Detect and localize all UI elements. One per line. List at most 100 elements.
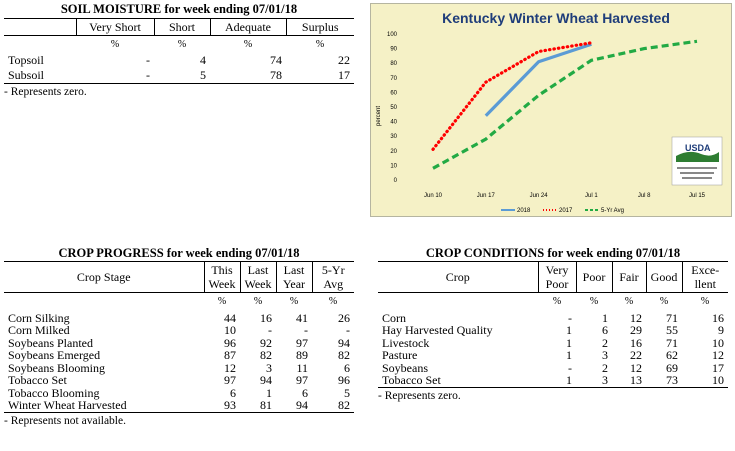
- cell: 6: [344, 360, 350, 375]
- progress-row: Soybeans Planted 96 92 97 94: [4, 335, 354, 350]
- cell: 69: [666, 360, 678, 375]
- cell: 89: [296, 348, 308, 362]
- cell: 4: [200, 53, 206, 67]
- y-tick-label: 50: [390, 105, 397, 111]
- series-line-2017: [431, 41, 593, 151]
- crop-conditions-table: Crop Very Poor Poor Fair Good Exce-llent …: [378, 261, 728, 388]
- usda-logo-text: USDA: [685, 143, 711, 153]
- cell: 6: [302, 385, 308, 400]
- unit-cell: %: [253, 296, 263, 307]
- cell: 2: [602, 360, 608, 375]
- y-tick-label: 10: [390, 163, 397, 169]
- cell: 12: [630, 310, 642, 325]
- cell: 41: [296, 310, 308, 325]
- progress-row: Corn Milked 10 - - -: [4, 324, 354, 337]
- x-axis-ticks: Jun 10 Jun 17 Jun 24 Jul 1 Jul 8 Jul 15: [424, 193, 706, 199]
- conditions-col-excellent: Exce-llent: [681, 261, 728, 293]
- cell: 97: [296, 373, 308, 387]
- conditions-row: Pasture 1 3 22 62 12: [378, 349, 728, 362]
- chart-ylabel: percent: [376, 106, 382, 126]
- cell: 12: [712, 348, 724, 362]
- cell: 5: [344, 385, 350, 400]
- conditions-header-row: Crop Very Poor Poor Fair Good Exce-llent: [378, 261, 728, 293]
- cell: 6: [230, 385, 236, 400]
- cell: 5: [154, 68, 210, 84]
- cell: 16: [630, 335, 642, 350]
- unit-cell: %: [589, 296, 599, 307]
- soil-row-subsoil: Subsoil - 5 78 17: [4, 68, 354, 84]
- crop-progress-section: CROP PROGRESS for week ending 07/01/18 C…: [4, 246, 354, 427]
- series-line-5-yr-avg: [432, 39, 698, 170]
- cell: 92: [260, 335, 272, 350]
- cell: 1: [566, 323, 572, 337]
- cell: 87: [224, 348, 236, 362]
- cell: 22: [338, 53, 350, 67]
- cell: 12: [630, 360, 642, 375]
- row-label: Tobacco Set: [8, 373, 67, 387]
- cell: 22: [630, 348, 642, 362]
- row-label: Soybeans Planted: [8, 335, 93, 350]
- cell: 81: [240, 399, 276, 413]
- soil-moisture-table: Very Short Short Adequate Surplus % % % …: [4, 18, 354, 84]
- cell: 1: [602, 310, 608, 325]
- cell: -: [146, 53, 150, 67]
- y-tick-label: 20: [390, 149, 397, 155]
- unit-cell: %: [289, 296, 299, 307]
- chart-canvas: Kentucky Winter Wheat Harvested percent …: [376, 10, 723, 214]
- row-label: Soybeans: [382, 360, 428, 375]
- progress-row: Soybeans Blooming 12 3 11 6: [4, 360, 354, 375]
- cell: 97: [296, 335, 308, 350]
- cell: 1: [538, 374, 576, 388]
- conditions-footnote: - Represents zero.: [378, 389, 461, 402]
- conditions-row: Livestock 1 2 16 71 10: [378, 335, 728, 350]
- cell: 16: [712, 310, 724, 325]
- cell: 55: [666, 323, 678, 337]
- progress-col-5yr-avg: 5-Yr Avg: [311, 261, 354, 293]
- series-line-2018: [484, 42, 592, 117]
- y-tick-label: 80: [390, 61, 397, 67]
- soil-col-short: Short: [153, 18, 210, 36]
- row-label: Corn Milked: [8, 323, 70, 337]
- cell: -: [346, 323, 350, 337]
- cell: 96: [224, 335, 236, 350]
- x-tick-label: Jul 8: [638, 193, 651, 199]
- progress-col-last-week: Last Week: [239, 261, 276, 293]
- legend-label: 2017: [559, 208, 573, 214]
- soil-unit-row: % % % %: [4, 36, 354, 54]
- y-tick-label: 100: [387, 32, 398, 38]
- chart-legend: 2018 2017 5-Yr Avg: [501, 208, 624, 214]
- row-label: Hay Harvested Quality: [382, 323, 493, 337]
- cell: 93: [204, 399, 240, 413]
- conditions-col-fair: Fair: [611, 261, 646, 293]
- y-tick-label: 60: [390, 90, 397, 96]
- cell: 12: [224, 360, 236, 375]
- conditions-unit-row: % % % % %: [378, 293, 728, 312]
- row-label: Subsoil: [4, 68, 76, 84]
- progress-row: Soybeans Emerged 87 82 89 82: [4, 349, 354, 362]
- cell: 96: [338, 373, 350, 387]
- conditions-col-poor: Poor: [575, 261, 612, 293]
- crop-conditions-section: CROP CONDITIONS for week ending 07/01/18…: [378, 246, 728, 402]
- cell: 94: [276, 399, 312, 413]
- cell: 82: [260, 348, 272, 362]
- legend-label: 2018: [517, 208, 531, 214]
- progress-row: Tobacco Set 97 94 97 96: [4, 374, 354, 387]
- soil-header-blank: [4, 18, 76, 36]
- soil-col-adequate: Adequate: [209, 18, 286, 36]
- y-tick-label: 40: [390, 120, 397, 126]
- cell: -: [268, 323, 272, 337]
- conditions-row: Soybeans - 2 12 69 17: [378, 360, 728, 375]
- progress-unit-row: % % % %: [4, 293, 354, 312]
- cell: -: [568, 310, 572, 325]
- progress-header-row: Crop Stage This Week Last Week Last Year 5-…: [4, 261, 354, 293]
- row-label: Pasture: [382, 348, 418, 362]
- y-axis-ticks: 0 10 20 30 40 50 60 70 80 90 100: [387, 32, 398, 184]
- x-tick-label: Jul 1: [585, 193, 598, 199]
- chart-title: Kentucky Winter Wheat Harvested: [442, 10, 670, 26]
- conditions-col-crop: Crop: [378, 261, 538, 293]
- cell: 62: [666, 348, 678, 362]
- legend-label: 5-Yr Avg: [601, 208, 624, 214]
- cell: 71: [666, 310, 678, 325]
- cell: -: [304, 323, 308, 337]
- cell: -: [76, 68, 154, 84]
